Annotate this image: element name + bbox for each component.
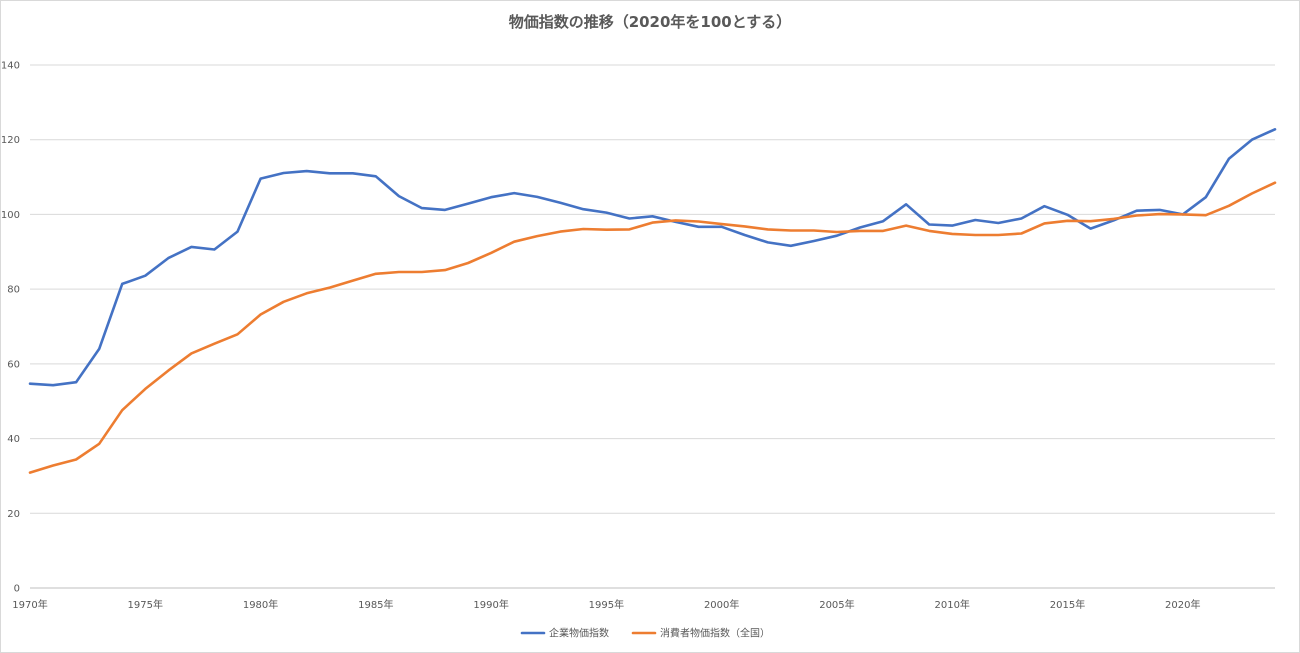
- x-tick-label: 1970年: [12, 598, 47, 611]
- chart-title: 物価指数の推移（2020年を100とする）: [509, 13, 792, 31]
- y-axis-tick-labels: 0 20 40 60 80 100 120 140: [1, 61, 20, 595]
- x-axis-tick-labels: 1970年 1975年 1980年 1985年 1990年 1995年 2000年 2005年…: [12, 598, 1200, 611]
- x-tick-label: 1990年: [473, 598, 508, 611]
- gridlines: [30, 64, 1275, 589]
- y-tick-label: 60: [7, 359, 20, 370]
- y-tick-label: 20: [7, 509, 20, 520]
- x-tick-label: 2005年: [819, 598, 854, 611]
- series-line-1: [28, 128, 1277, 387]
- x-tick-label: 1995年: [589, 598, 624, 611]
- y-tick-label: 0: [14, 584, 20, 595]
- y-tick-label: 80: [7, 285, 20, 296]
- y-tick-label: 140: [1, 61, 20, 72]
- y-tick-label: 40: [7, 434, 20, 445]
- data-series: [28, 128, 1277, 474]
- x-tick-label: 2010年: [934, 598, 969, 611]
- x-tick-label: 1975年: [128, 598, 163, 611]
- legend-label-2: 消費者物価指数（全国）: [660, 627, 770, 640]
- series-line-2: [28, 181, 1277, 474]
- y-tick-label: 100: [1, 210, 20, 221]
- legend: 企業物価指数 消費者物価指数（全国）: [520, 627, 770, 640]
- legend-label-1: 企業物価指数: [549, 627, 609, 640]
- x-tick-label: 2000年: [704, 598, 739, 611]
- x-tick-label: 1985年: [358, 598, 393, 611]
- x-tick-label: 1980年: [243, 598, 278, 611]
- y-tick-label: 120: [1, 135, 20, 146]
- x-tick-label: 2020年: [1165, 598, 1200, 611]
- x-tick-label: 2015年: [1050, 598, 1085, 611]
